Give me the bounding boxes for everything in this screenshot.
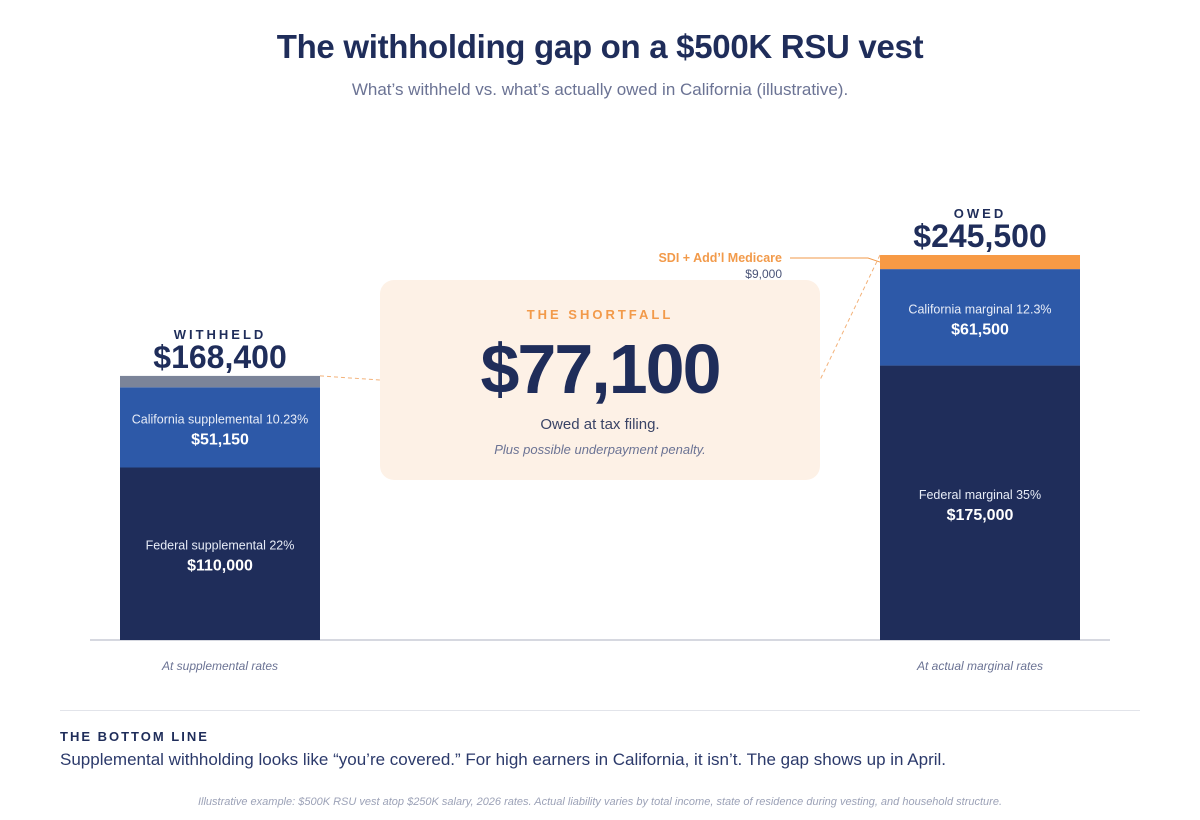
segment-value-label: $110,000 [187, 558, 253, 575]
external-segment-label: SDI + Add’l Medicare [658, 251, 782, 265]
bar-segment-other_withheld [120, 375, 320, 388]
external-segment-value: $9,000 [745, 267, 782, 281]
segment-value-label: $175,000 [947, 507, 1014, 524]
segment-label: California marginal 12.3% [908, 302, 1051, 316]
bar-header: OWED [954, 206, 1006, 221]
leader-line [790, 257, 881, 263]
bar-caption: At actual marginal rates [916, 659, 1043, 673]
bar-segment-state [880, 269, 1080, 366]
bar-total-label: $245,500 [913, 218, 1046, 254]
shortfall-kicker: THE SHORTFALL [526, 307, 674, 322]
segment-label: Federal supplemental 22% [146, 539, 295, 553]
segment-label: California supplemental 10.23% [132, 412, 309, 426]
bar-caption: At supplemental rates [161, 659, 278, 673]
shortfall-callout: THE SHORTFALL $77,100 Owed at tax filing… [380, 280, 820, 480]
bottom-line-text: Supplemental withholding looks like “you… [60, 750, 947, 769]
chart-title: The withholding gap on a $500K RSU vest [276, 28, 924, 65]
segment-value-label: $61,500 [951, 321, 1009, 338]
bar-segment-federal [880, 365, 1080, 640]
segment-label: Federal marginal 35% [919, 488, 1041, 502]
bar-header: WITHHELD [174, 327, 267, 342]
bar-segment-state [120, 387, 320, 468]
connector-owed [819, 254, 881, 381]
footnote: Illustrative example: $500K RSU vest ato… [197, 796, 1003, 808]
bar-total-label: $168,400 [153, 339, 286, 375]
shortfall-amount: $77,100 [480, 330, 721, 408]
segment-value-label: $51,150 [191, 431, 249, 448]
shortfall-subnote: Plus possible underpayment penalty. [494, 442, 706, 457]
bar-segment-federal [120, 467, 320, 640]
bar-segment-sdi_medicare [880, 255, 1080, 270]
bottom-line-heading: THE BOTTOM LINE [60, 729, 209, 744]
chart-subtitle: What’s withheld vs. what’s actually owed… [351, 80, 849, 99]
stacked-bar-chart: Federal supplemental 22% $110,000 Californ… [90, 206, 1110, 673]
section-divider [60, 710, 1140, 711]
connector-withheld [319, 375, 381, 381]
shortfall-note: Owed at tax filing. [540, 416, 660, 433]
